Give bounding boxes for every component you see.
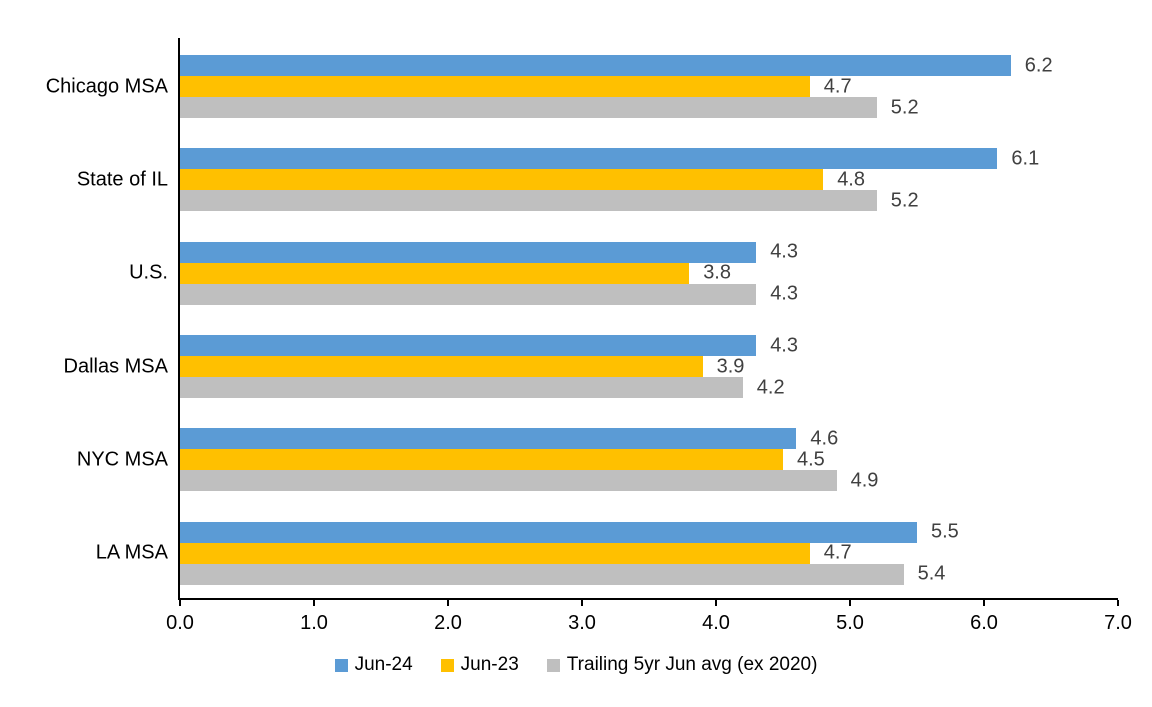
category-label-state-of-il: State of IL [76, 168, 168, 191]
value-label: 5.5 [931, 520, 959, 543]
value-label: 5.4 [917, 562, 946, 585]
x-axis-tick-label: 3.0 [568, 612, 596, 634]
x-axis-tick [313, 600, 315, 606]
x-axis-tick [179, 600, 181, 606]
value-label: 4.7 [823, 75, 852, 97]
x-axis-tick [849, 600, 851, 606]
x-axis-tick-label: 5.0 [836, 612, 864, 634]
x-axis-tick-label: 4.0 [702, 612, 730, 634]
x-axis-tick-label: 0.0 [166, 612, 194, 634]
value-label: 3.9 [716, 355, 745, 377]
x-axis-tick [715, 600, 717, 606]
value-label: 5.2 [890, 96, 919, 118]
bar-jun-24 [180, 55, 1011, 76]
value-label: 4.8 [837, 168, 865, 191]
legend-swatch-jun-24 [334, 658, 348, 672]
bar-jun-24 [180, 241, 757, 263]
value-label: 4.2 [756, 376, 785, 398]
value-label: 4.3 [770, 240, 798, 263]
legend-item-jun-24: Jun-24 [334, 654, 413, 676]
bar-jun-23 [180, 262, 690, 284]
legend: Jun-24 Jun-23 Trailing 5yr Jun avg (ex 202… [0, 654, 1152, 676]
category-label-u-s: U.S. [129, 261, 168, 284]
bar-jun-23 [180, 542, 810, 564]
bar-jun-24 [180, 335, 757, 356]
bar-jun-23 [180, 169, 824, 191]
x-axis-tick-label: 7.0 [1104, 612, 1132, 634]
bar-trailing-5yr-jun-avg-ex-2020 [180, 470, 837, 492]
bar-trailing-5yr-jun-avg-ex-2020 [180, 190, 877, 212]
x-axis-tick [1117, 600, 1119, 606]
legend-label-jun-24: Jun-24 [354, 654, 413, 675]
value-label: 6.1 [1011, 147, 1040, 170]
bar-trailing-5yr-jun-avg-ex-2020 [180, 563, 904, 585]
legend-label-jun-23: Jun-23 [460, 654, 519, 675]
x-axis-tick-label: 2.0 [434, 612, 462, 634]
value-label: 6.2 [1024, 54, 1053, 76]
bar-jun-24 [180, 521, 917, 543]
value-label: 4.5 [797, 448, 825, 471]
legend-swatch-trailing-5yr-jun-avg-ex-2020 [546, 658, 560, 672]
x-axis-tick-label: 6.0 [970, 612, 998, 634]
bar-trailing-5yr-jun-avg-ex-2020 [180, 377, 743, 398]
bar-jun-23 [180, 356, 703, 377]
x-axis-tick-label: 1.0 [300, 612, 328, 634]
legend-swatch-jun-23 [440, 658, 454, 672]
value-label: 4.6 [810, 427, 839, 450]
category-label-nyc-msa: NYC MSA [76, 448, 168, 471]
x-axis-line [178, 598, 1118, 600]
x-axis-tick [983, 600, 985, 606]
value-label: 4.3 [770, 334, 798, 356]
value-label: 3.8 [703, 261, 731, 284]
x-axis-tick [581, 600, 583, 606]
bar-trailing-5yr-jun-avg-ex-2020 [180, 97, 877, 118]
legend-label-trailing-5yr-jun-avg-ex-2020: Trailing 5yr Jun avg (ex 2020) [566, 654, 818, 675]
category-label-dallas-msa: Dallas MSA [63, 355, 168, 377]
category-label-la-msa: LA MSA [95, 541, 168, 564]
bar-jun-23 [180, 76, 810, 97]
bar-trailing-5yr-jun-avg-ex-2020 [180, 283, 757, 305]
value-label: 4.3 [770, 282, 798, 305]
value-label: 5.2 [890, 189, 919, 212]
legend-item-jun-23: Jun-23 [440, 654, 519, 676]
bar-jun-24 [180, 428, 797, 450]
legend-item-trailing-5yr-jun-avg-ex-2020: Trailing 5yr Jun avg (ex 2020) [546, 654, 818, 676]
bar-jun-24 [180, 148, 998, 170]
y-axis-line [178, 38, 180, 600]
category-axis: Chicago MSA State of IL U.S. Dallas MSA NYC … [0, 0, 168, 707]
bar-jun-23 [180, 449, 783, 471]
value-label: 4.7 [823, 541, 852, 564]
category-label-chicago-msa: Chicago MSA [45, 75, 168, 97]
x-axis-tick [447, 600, 449, 606]
value-label: 4.9 [850, 469, 879, 492]
